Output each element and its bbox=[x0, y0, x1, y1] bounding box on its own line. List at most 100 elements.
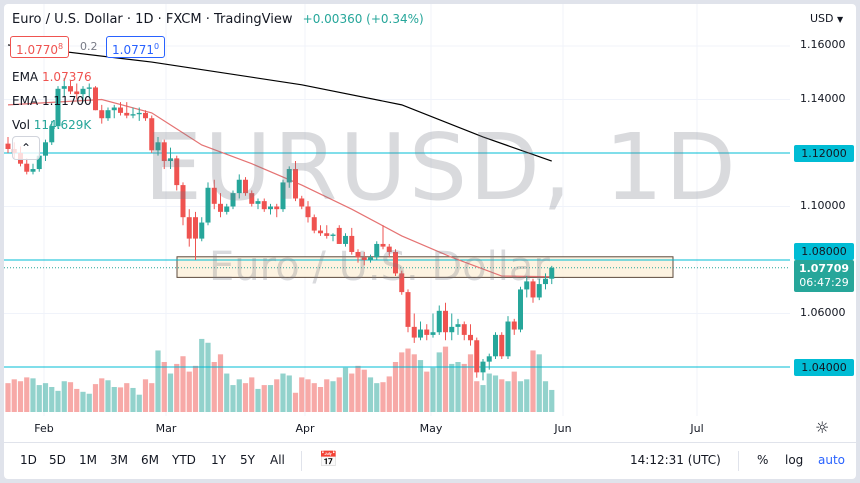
candle-body bbox=[61, 86, 67, 89]
candle-body bbox=[155, 142, 161, 151]
settings-icon[interactable]: ☼ bbox=[815, 418, 830, 437]
buy-price-fraction: 0 bbox=[154, 42, 160, 51]
candle-body bbox=[449, 326, 455, 333]
sell-price-button[interactable]: 1.07708 bbox=[10, 36, 70, 58]
volume-value: 114.629K bbox=[33, 118, 92, 132]
volume-bar bbox=[355, 365, 361, 412]
volume-bar bbox=[205, 342, 211, 412]
price-chart[interactable] bbox=[4, 4, 790, 416]
candle-body bbox=[349, 235, 355, 252]
volume-bar bbox=[255, 388, 261, 412]
candle-body bbox=[293, 169, 298, 199]
collapse-legend-button[interactable]: ⌃ bbox=[12, 136, 40, 160]
chevron-down-icon: ▼ bbox=[837, 15, 844, 24]
candle-body bbox=[105, 110, 111, 119]
volume-bar bbox=[436, 352, 442, 412]
sell-price: 1.0770 bbox=[16, 43, 58, 57]
candle-body bbox=[86, 87, 92, 89]
volume-bar bbox=[211, 362, 217, 412]
volume-bar bbox=[155, 350, 161, 412]
volume-bar bbox=[61, 381, 67, 412]
volume-bar bbox=[511, 371, 517, 412]
volume-bar bbox=[442, 346, 449, 412]
volume-bar bbox=[142, 379, 149, 412]
candle-body bbox=[405, 292, 411, 327]
watermark-symbol: EURUSD, 1D bbox=[144, 114, 738, 221]
candle-body bbox=[268, 206, 273, 210]
candle-body bbox=[380, 243, 386, 247]
last-price-tag: 1.07709 06:47:29 bbox=[794, 259, 854, 292]
candle-body bbox=[255, 201, 261, 204]
candle-body bbox=[536, 284, 542, 298]
range-5d[interactable]: 5D bbox=[49, 453, 66, 467]
volume-bar bbox=[92, 384, 99, 412]
candle-body bbox=[286, 169, 292, 183]
volume-bar bbox=[274, 379, 280, 412]
range-1m[interactable]: 1M bbox=[79, 453, 97, 467]
volume-bar bbox=[417, 360, 424, 412]
candle-body bbox=[43, 142, 48, 156]
candle-body bbox=[218, 203, 223, 212]
candle-body bbox=[124, 112, 130, 116]
volume-bar bbox=[124, 383, 130, 412]
percent-toggle[interactable]: % bbox=[757, 453, 769, 467]
candle-body bbox=[443, 310, 448, 333]
candle-body bbox=[193, 217, 198, 239]
volume-bar bbox=[492, 375, 499, 412]
bottom-toolbar: 1D 5D 1M 3M 6M YTD 1Y 5Y All 📅 14:12:31 … bbox=[4, 442, 856, 479]
volume-bar bbox=[367, 377, 374, 412]
volume-legend[interactable]: Vol 114.629K bbox=[12, 118, 91, 132]
candle-body bbox=[36, 155, 42, 170]
volume-bar bbox=[499, 379, 505, 412]
volume-bar bbox=[242, 383, 249, 412]
ema-fast-line bbox=[7, 98, 552, 278]
ema-fast-legend[interactable]: EMA 1.07376 bbox=[12, 70, 92, 84]
range-3m[interactable]: 3M bbox=[110, 453, 128, 467]
log-toggle[interactable]: log bbox=[785, 453, 804, 467]
candle-body bbox=[493, 334, 498, 357]
buy-price-button[interactable]: 1.07710 bbox=[106, 36, 166, 58]
currency-selector[interactable]: USD ▼ bbox=[810, 12, 843, 25]
range-1d[interactable]: 1D bbox=[20, 453, 37, 467]
candle-body bbox=[486, 356, 492, 362]
volume-bar bbox=[517, 381, 524, 412]
sell-price-fraction: 8 bbox=[58, 42, 64, 51]
candle-body bbox=[543, 278, 548, 285]
volume-bar bbox=[180, 356, 186, 412]
candle-body bbox=[324, 233, 330, 236]
volume-bar bbox=[467, 354, 474, 412]
time-tick-label: Apr bbox=[295, 422, 315, 435]
volume-bar bbox=[261, 385, 267, 412]
goto-date-calendar-icon[interactable]: 📅 bbox=[319, 450, 338, 468]
price-change: +0.00360 (+0.34%) bbox=[302, 12, 424, 26]
chevron-up-icon: ⌃ bbox=[20, 141, 32, 155]
price-axis[interactable]: 1.16000 1.14000 1.12000 1.10000 1.08000 1.060… bbox=[790, 4, 856, 416]
range-6m[interactable]: 6M bbox=[141, 453, 159, 467]
candle-body bbox=[336, 227, 342, 244]
clock-timezone[interactable]: 14:12:31 (UTC) bbox=[630, 453, 721, 467]
time-tick-label: Mar bbox=[155, 422, 177, 435]
candle-body bbox=[418, 329, 423, 338]
volume-bar bbox=[55, 390, 61, 412]
volume-bar bbox=[230, 385, 236, 412]
auto-toggle[interactable]: auto bbox=[818, 453, 846, 467]
range-1y[interactable]: 1Y bbox=[211, 453, 226, 467]
range-ytd[interactable]: YTD bbox=[172, 453, 196, 467]
time-axis[interactable]: Feb Mar Apr May Jun Jul bbox=[4, 416, 790, 440]
volume-bar bbox=[11, 379, 17, 412]
volume-bar bbox=[430, 367, 436, 412]
candle-body bbox=[24, 163, 30, 172]
candle-body bbox=[411, 326, 417, 338]
ema-fast-label: EMA bbox=[12, 70, 39, 84]
range-all[interactable]: All bbox=[270, 453, 285, 467]
volume-bar bbox=[536, 354, 542, 412]
volume-bar bbox=[336, 377, 342, 412]
range-5y[interactable]: 5Y bbox=[240, 453, 255, 467]
candle-body bbox=[80, 88, 86, 95]
candle-body bbox=[430, 332, 436, 335]
ema-slow-legend[interactable]: EMA 1.11700 bbox=[12, 94, 92, 108]
candle-body bbox=[130, 114, 136, 116]
volume-bar bbox=[299, 377, 305, 412]
price-tick-label: 1.12000 bbox=[794, 145, 854, 162]
support-resistance-zone bbox=[176, 256, 674, 278]
